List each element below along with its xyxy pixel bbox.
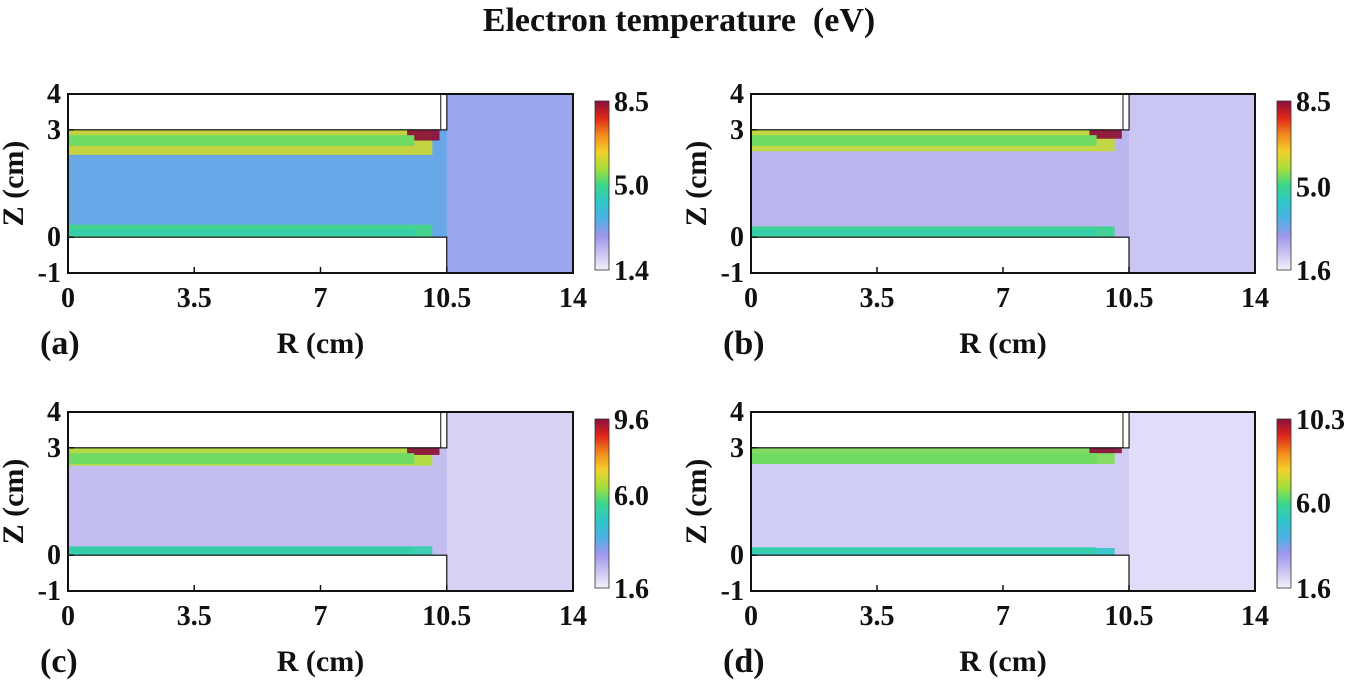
sheath-lower-core [751, 229, 1097, 236]
colorbar-tick-label: 5.0 [1296, 173, 1331, 204]
colorbar-tick-label: 1.6 [614, 574, 649, 605]
y-tick-label: 3 [730, 433, 744, 464]
y-tick-label: 0 [730, 540, 744, 571]
x-tick-label: 0 [744, 601, 758, 632]
colorbar [594, 418, 610, 589]
colorbar-tick-label: 6.0 [614, 481, 649, 512]
colorbar-tick-label: 1.4 [614, 256, 649, 287]
x-tick-label: 14 [1241, 601, 1269, 632]
y-axis-label: Z (cm) [680, 459, 713, 545]
x-axis-label: R (cm) [277, 645, 364, 678]
colorbar-tick-label: 9.6 [614, 405, 649, 436]
sheath-lower-core [751, 547, 1097, 554]
colorbar-tick-label: 8.5 [1296, 87, 1331, 118]
electrode-lower [67, 554, 448, 592]
sheath-upper-core [68, 135, 415, 146]
y-tick-label: 4 [47, 79, 61, 110]
x-tick-label: 3.5 [177, 601, 212, 632]
x-tick-label: 10.5 [422, 601, 471, 632]
y-tick-label: 0 [47, 540, 61, 571]
colorbar-tick-label: 8.5 [614, 87, 649, 118]
x-tick-label: 10.5 [422, 283, 471, 314]
y-axis-label: Z (cm) [680, 141, 713, 227]
electrode-tab [440, 93, 448, 131]
x-tick-label: 0 [744, 283, 758, 314]
x-tick-label: 10.5 [1105, 601, 1154, 632]
sheath-upper-core [68, 453, 415, 464]
sheath-lower-core [68, 229, 415, 236]
heatmap-region [407, 447, 440, 455]
y-tick-label: 4 [730, 79, 744, 110]
sheath-upper-core [751, 135, 1097, 146]
sheath-upper-core [751, 453, 1097, 464]
y-tick-label: 3 [47, 433, 61, 464]
colorbar [1276, 418, 1292, 589]
x-axis-label: R (cm) [959, 327, 1046, 360]
x-tick-label: 3.5 [860, 601, 895, 632]
panel-label: (c) [40, 643, 78, 680]
figure-title: Electron temperature (eV) [482, 2, 876, 39]
panel-label: (d) [723, 643, 765, 680]
colorbar-tick-label: 6.0 [1296, 489, 1331, 520]
electrode-upper [67, 93, 448, 131]
x-tick-label: 14 [559, 601, 587, 632]
y-tick-label: 3 [47, 115, 61, 146]
panel-label: (a) [40, 325, 80, 362]
heatmap-region [446, 94, 573, 273]
electrode-upper [750, 93, 1130, 131]
electrode-tab [440, 411, 448, 449]
x-axis-label: R (cm) [959, 645, 1046, 678]
x-tick-label: 10.5 [1105, 283, 1154, 314]
heatmap-region [407, 129, 440, 141]
colorbar [1276, 100, 1292, 271]
x-tick-label: 3.5 [177, 283, 212, 314]
y-axis-label: Z (cm) [0, 459, 30, 545]
electrode-tab [1122, 93, 1130, 131]
x-tick-label: 14 [559, 283, 587, 314]
colorbar-tick-label: 5.0 [614, 170, 649, 201]
y-tick-label: -1 [721, 258, 744, 289]
x-tick-label: 3.5 [860, 283, 895, 314]
x-tick-label: 7 [996, 283, 1010, 314]
sheath-lower-core [68, 547, 415, 554]
heatmap-region [446, 412, 573, 591]
heatmap-region [1089, 447, 1122, 454]
y-tick-label: 0 [730, 222, 744, 253]
y-tick-label: -1 [721, 576, 744, 607]
y-tick-label: -1 [38, 258, 61, 289]
x-tick-label: 7 [314, 283, 328, 314]
x-axis-label: R (cm) [277, 327, 364, 360]
colorbar-tick-label: 1.6 [1296, 574, 1331, 605]
heatmap-region [1089, 129, 1122, 139]
electrode-lower [750, 236, 1130, 274]
heatmap-region [1129, 412, 1255, 591]
y-tick-label: 4 [47, 397, 61, 428]
colorbar-tick-label: 10.3 [1296, 405, 1345, 436]
x-tick-label: 0 [61, 601, 75, 632]
y-tick-label: 4 [730, 397, 744, 428]
y-tick-label: -1 [38, 576, 61, 607]
panel-label: (b) [723, 325, 765, 362]
electrode-upper [67, 411, 448, 449]
colorbar [594, 100, 610, 271]
y-tick-label: 3 [730, 115, 744, 146]
y-axis-label: Z (cm) [0, 141, 30, 227]
x-tick-label: 14 [1241, 283, 1269, 314]
x-tick-label: 7 [996, 601, 1010, 632]
x-tick-label: 0 [61, 283, 75, 314]
x-tick-label: 7 [314, 601, 328, 632]
electrode-tab [1122, 411, 1130, 449]
colorbar-tick-label: 1.6 [1296, 256, 1331, 287]
electrode-upper [750, 411, 1130, 449]
y-tick-label: 0 [47, 222, 61, 253]
electrode-lower [750, 554, 1130, 592]
electrode-lower [67, 236, 448, 274]
heatmap-region [1129, 94, 1255, 273]
